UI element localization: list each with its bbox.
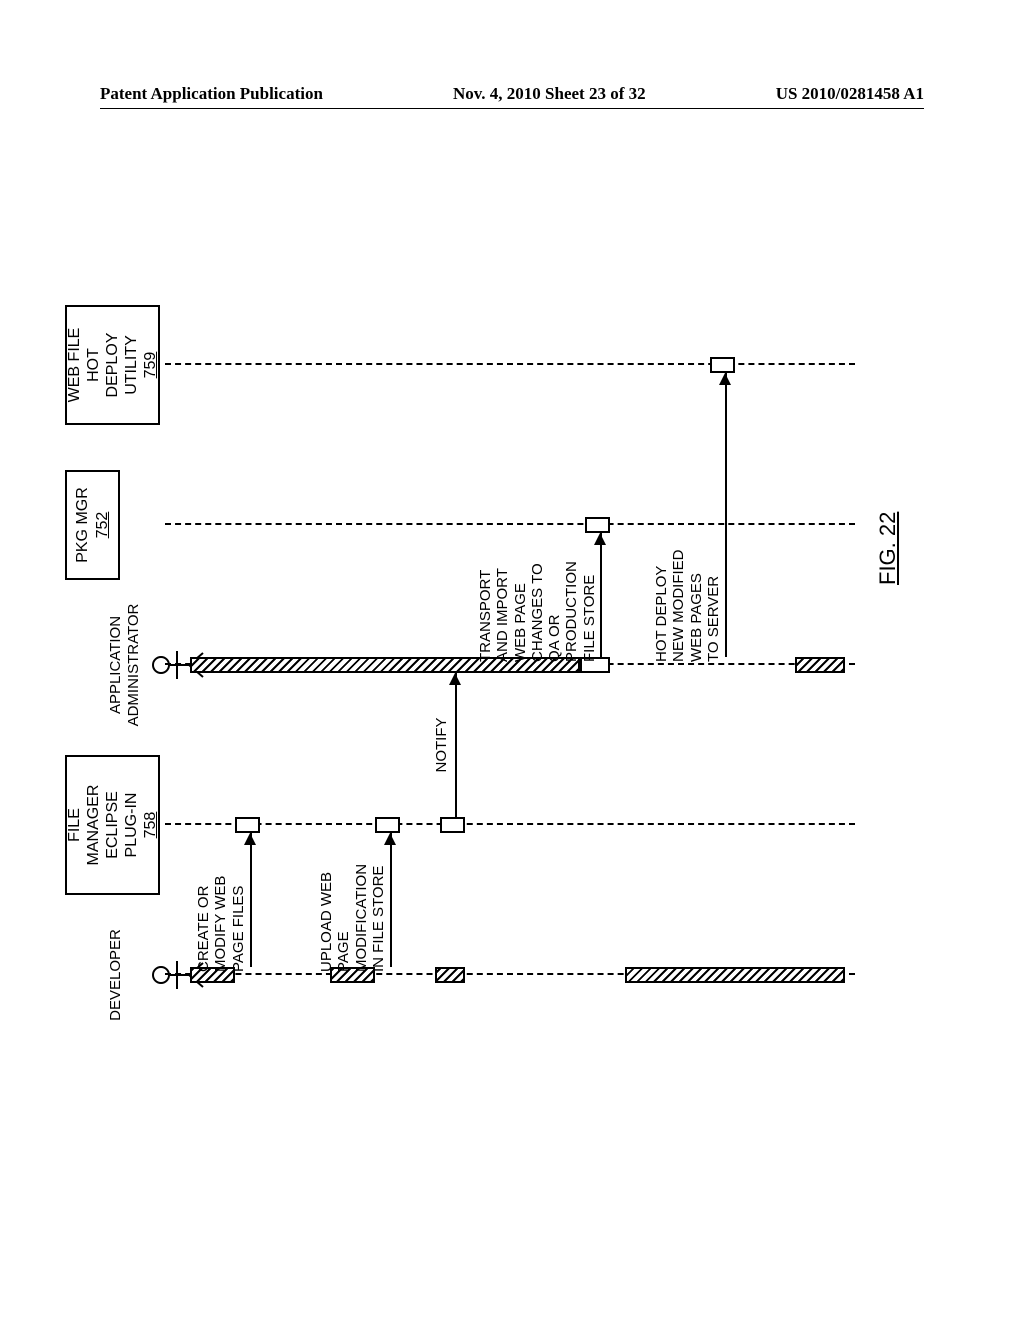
msg-label-create: CREATE ORMODIFY WEBPAGE FILES [195, 818, 247, 972]
lifeline-webfile [165, 363, 855, 365]
msg-label-notify: NOTIFY [433, 705, 450, 785]
arrowhead-notify [449, 673, 461, 685]
arrow-upload [390, 833, 392, 967]
actor-label-admin: APPLICATIONADMINISTRATOR [107, 590, 143, 740]
actor-label-developer: DEVELOPER [107, 900, 125, 1050]
figure-label: FIG. 22 [875, 512, 901, 585]
msg-label-hotdeploy: HOT DEPLOYNEW MODIFIEDWEB PAGESTO SERVER [653, 358, 722, 662]
header-box-pkgmgr: PKG MGR752 [65, 470, 120, 580]
activation-admin-2 [795, 657, 845, 673]
header-box-webfile: WEB FILEHOTDEPLOYUTILITY759 [65, 305, 160, 425]
header-box-filemgr: FILEMANAGERECLIPSEPLUG-IN758 [65, 755, 160, 895]
page-header: Patent Application Publication Nov. 4, 2… [0, 84, 1024, 104]
arrow-create [250, 833, 252, 967]
activation-filemgr-2 [440, 817, 465, 833]
msg-label-upload: UPLOAD WEBPAGEMODIFICATIONIN FILE STORE [318, 818, 387, 972]
arrow-hotdeploy [725, 373, 727, 657]
header-right: US 2010/0281458 A1 [776, 84, 924, 104]
arrow-notify [455, 673, 457, 817]
activation-developer-3 [625, 967, 845, 983]
header-left: Patent Application Publication [100, 84, 323, 104]
activation-developer-2 [435, 967, 465, 983]
arrow-transport [600, 533, 602, 657]
sequence-diagram: DEVELOPER APPLICATIONADMINISTRATORFILEMA… [75, 325, 945, 1045]
msg-label-transport: TRANSPORTAND IMPORTWEB PAGECHANGES TOQA … [477, 518, 598, 662]
header-center: Nov. 4, 2010 Sheet 23 of 32 [453, 84, 646, 104]
lifeline-filemgr [165, 823, 855, 825]
header-rule [100, 108, 924, 109]
